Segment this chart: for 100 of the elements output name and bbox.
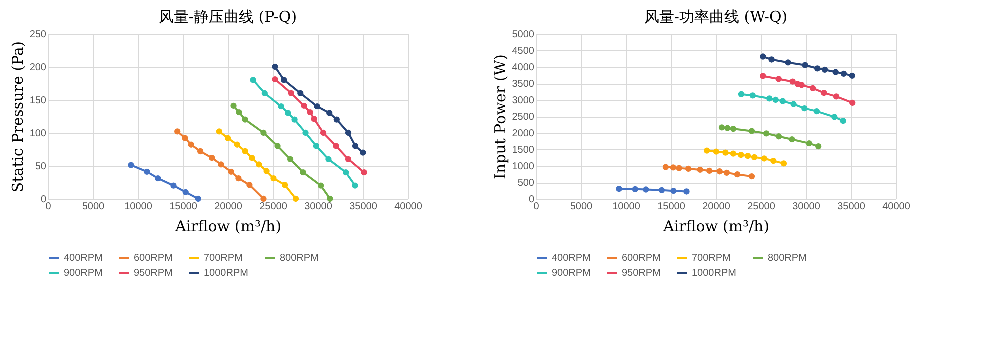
y-tick-label: 500 [518, 178, 535, 189]
point [182, 189, 189, 196]
y-tick-label: 4500 [512, 46, 535, 57]
point [307, 109, 314, 116]
legend-label: 950RPM [622, 268, 661, 279]
point [236, 175, 242, 182]
point [224, 135, 232, 142]
point [209, 155, 216, 162]
point [250, 77, 256, 84]
point [334, 116, 340, 123]
point [197, 148, 204, 155]
x-tick-label: 25000 [260, 202, 288, 212]
point [724, 125, 731, 132]
point [814, 108, 820, 115]
y-tick-label: 150 [30, 96, 47, 106]
point [760, 73, 766, 80]
point [789, 136, 796, 143]
x-tick-label: 10000 [124, 202, 153, 212]
point [345, 156, 352, 162]
point [298, 90, 304, 96]
point [188, 142, 194, 148]
y-tick-label: 50 [35, 162, 47, 172]
point [662, 164, 670, 170]
x-tick-label: 20000 [214, 202, 243, 212]
point [288, 90, 295, 96]
point [718, 124, 726, 131]
point [685, 166, 692, 172]
point [670, 188, 677, 194]
legend-label: 1000RPM [204, 268, 248, 279]
point [155, 175, 162, 182]
point [260, 196, 267, 202]
point [228, 168, 234, 176]
x-tick-label: 5000 [570, 202, 594, 212]
point [274, 143, 281, 150]
point [343, 170, 350, 176]
y-tick-label: 0 [40, 194, 47, 206]
y-tick-label: 100 [30, 128, 47, 140]
point [724, 170, 730, 176]
point [352, 182, 358, 189]
point [750, 92, 756, 99]
y-tick-label: 0 [528, 194, 535, 206]
point [821, 90, 828, 96]
point [670, 164, 677, 171]
y-tick-label: 5000 [512, 30, 535, 40]
point [751, 154, 758, 160]
point [326, 110, 333, 116]
point [282, 182, 288, 188]
x-tick-label: 40000 [882, 202, 911, 212]
y-tick-label: 1500 [512, 145, 535, 156]
y-tick-label: 250 [30, 30, 47, 40]
x-tick-label: 25000 [748, 202, 776, 212]
point [170, 182, 177, 189]
legend-label: 900RPM [552, 268, 591, 279]
x-axis-title: Airflow (m³/h) [174, 218, 282, 236]
point [832, 69, 839, 76]
point [780, 98, 786, 104]
point [738, 91, 745, 98]
legend-label: 700RPM [204, 253, 243, 264]
point [716, 168, 723, 175]
x-tick-label: 30000 [792, 202, 821, 212]
point [697, 166, 704, 174]
point [616, 186, 622, 192]
point [676, 165, 682, 172]
point [810, 85, 816, 92]
point [704, 148, 710, 154]
point [632, 186, 638, 193]
point [766, 96, 773, 102]
x-tick-label: 30000 [304, 202, 333, 212]
y-axis-title: Static Pressure (Pa) [8, 41, 27, 193]
y-tick-label: 200 [30, 62, 47, 74]
point [776, 134, 782, 140]
point [850, 100, 856, 106]
point [352, 143, 359, 150]
point [360, 150, 366, 156]
point [780, 160, 788, 167]
point [361, 170, 368, 176]
point [128, 162, 134, 168]
point [260, 130, 267, 136]
point [798, 82, 805, 88]
point [706, 168, 713, 174]
point [301, 102, 308, 110]
x-tick-label: 40000 [394, 202, 423, 212]
point [684, 188, 690, 195]
point [790, 101, 797, 108]
point [816, 143, 822, 150]
point [302, 130, 309, 136]
point [832, 114, 838, 120]
chart-title: 风量-静压曲线 (P-Q) [158, 8, 298, 26]
point [840, 118, 846, 124]
point [249, 155, 256, 162]
x-tick-label: 35000 [350, 202, 378, 212]
point [802, 106, 808, 112]
x-tick-label: 20000 [702, 202, 731, 212]
y-tick-label: 3500 [512, 79, 535, 90]
point [313, 143, 320, 150]
point [772, 96, 779, 104]
point [242, 116, 248, 123]
point [327, 196, 334, 202]
y-axis-title: Input Power (W) [491, 54, 510, 180]
point [748, 173, 756, 180]
